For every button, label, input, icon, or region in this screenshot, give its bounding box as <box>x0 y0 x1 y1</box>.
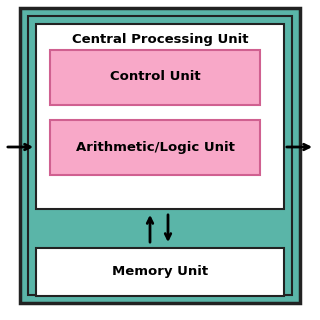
Bar <box>36 24 284 209</box>
Bar <box>50 50 260 105</box>
Bar <box>36 248 284 296</box>
Bar <box>28 16 292 295</box>
Text: Arithmetic/Logic Unit: Arithmetic/Logic Unit <box>76 140 235 154</box>
Bar <box>20 8 300 303</box>
Text: Memory Unit: Memory Unit <box>112 266 208 278</box>
Text: Central Processing Unit: Central Processing Unit <box>72 34 248 46</box>
Text: Control Unit: Control Unit <box>110 70 200 84</box>
Bar <box>50 120 260 175</box>
